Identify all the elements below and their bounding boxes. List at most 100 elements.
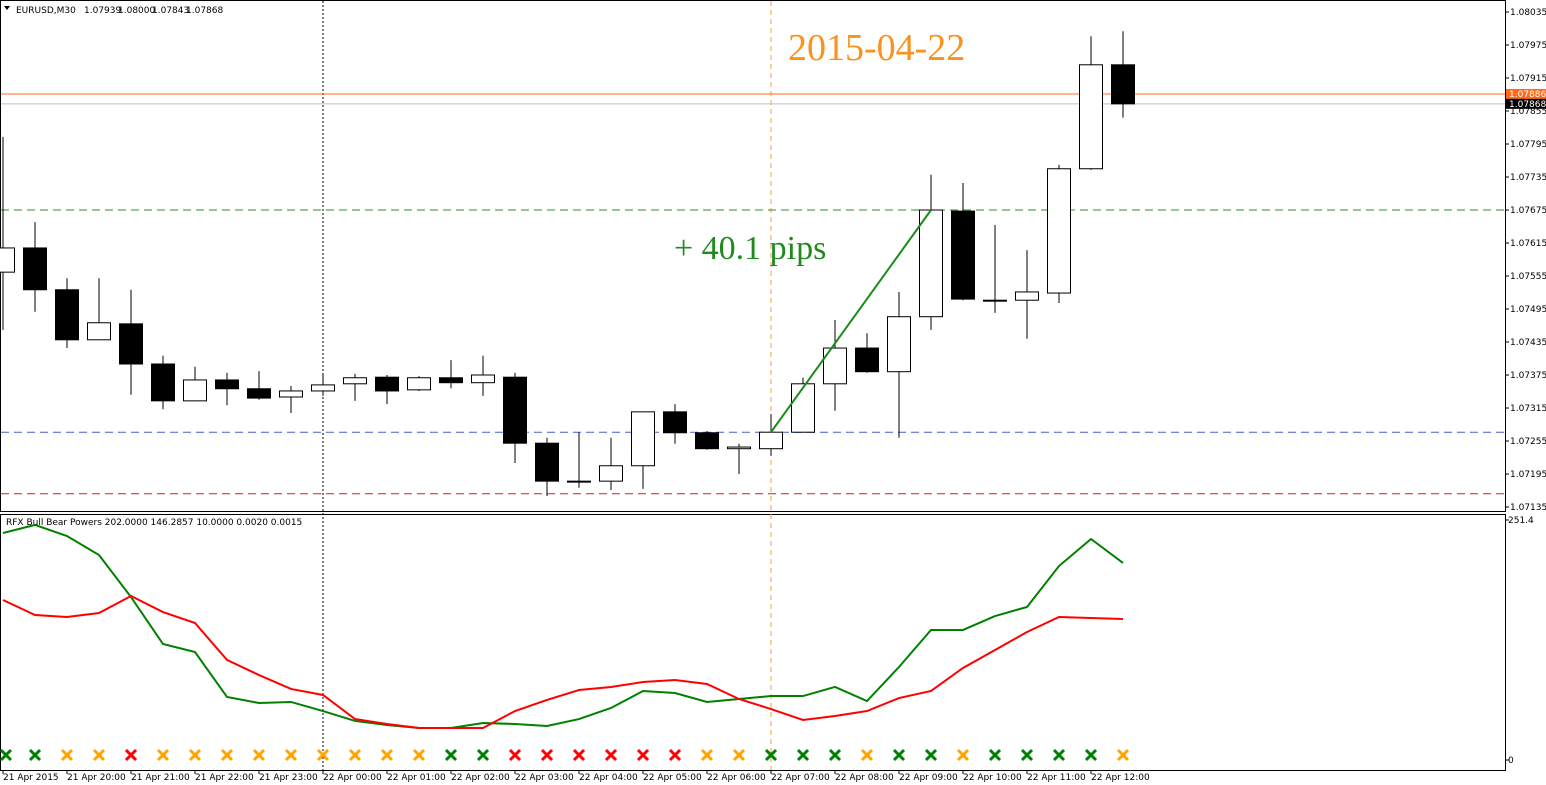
y-tick-label: 1.07195 [1510,470,1546,480]
signal-cross [572,748,586,762]
signal-cross [0,748,13,762]
signal-cross [476,748,490,762]
candle-body [727,446,751,450]
price-tag [1506,88,1546,99]
y-tick-label: 1.07375 [1510,371,1546,381]
ohlc-high: 1.08000 [118,6,155,16]
signal-cross [284,748,298,762]
signal-cross [28,748,42,762]
candle-body [503,376,527,444]
signal-cross [348,748,362,762]
price-tag [1506,98,1546,109]
indicator-title: RFX Bull Bear Powers 202.0000 146.2857 1… [6,518,302,528]
candle-body [279,390,303,398]
y-tick-label: 1.07615 [1510,239,1546,249]
signal-cross [188,748,202,762]
signal-cross [1116,748,1130,762]
x-tick-label: 22 Apr 08:00 [835,773,894,783]
x-tick-label: 22 Apr 09:00 [899,773,958,783]
candle-body [887,316,911,373]
candle-body [631,411,655,467]
candle-body [823,347,847,385]
x-tick-label: 21 Apr 22:00 [195,773,254,783]
signal-cross [604,748,618,762]
x-tick-label: 22 Apr 07:00 [771,773,830,783]
signal-cross [412,748,426,762]
candle-body [599,465,623,482]
candle-body [983,299,1007,302]
candle-body [471,374,495,384]
menu-triangle[interactable] [4,6,10,10]
x-tick-label: 22 Apr 01:00 [387,773,446,783]
y-tick-label: 1.07735 [1510,173,1546,183]
x-tick-label: 22 Apr 02:00 [451,773,510,783]
pips-annotation: + 40.1 pips [674,230,826,267]
signal-cross [1084,748,1098,762]
candle-body [183,379,207,402]
candle-body [311,384,335,392]
signal-cross [508,748,522,762]
candle-body [791,383,815,433]
indicator-panel [0,514,1506,771]
symbol-label: EURUSD,M30 [16,6,76,16]
candle-body [663,411,687,434]
y-tick-label: 251.4 [1508,516,1534,526]
candle-body [535,442,559,482]
y-tick-label: 0 [1508,756,1514,766]
price-tag-label: 1.07886 [1509,90,1546,100]
signal-cross [540,748,554,762]
candle-body [951,210,975,300]
candle-body [1047,168,1071,294]
x-tick-label: 22 Apr 00:00 [323,773,382,783]
signal-cross [124,748,138,762]
signal-cross [732,748,746,762]
signal-cross [700,748,714,762]
candle-body [567,480,591,483]
signal-cross [636,748,650,762]
y-tick-label: 1.07915 [1510,74,1546,84]
candle-body [695,432,719,450]
signal-cross [1020,748,1034,762]
signal-cross [892,748,906,762]
signal-cross [924,748,938,762]
signal-cross [796,748,810,762]
y-tick-label: 1.07255 [1510,437,1546,447]
candle-body [87,322,111,341]
trendline [770,209,932,433]
candle-body [1111,64,1135,105]
signal-cross [444,748,458,762]
price-tag-label: 1.07868 [1509,100,1546,110]
signal-cross [828,748,842,762]
candle-body [215,379,239,390]
x-tick-label: 21 Apr 20:00 [67,773,126,783]
x-tick-label: 21 Apr 2015 [3,773,59,783]
signal-cross [1052,748,1066,762]
y-tick-label: 1.08035 [1510,8,1546,18]
candle-body [759,431,783,450]
signal-cross [380,748,394,762]
y-tick-label: 1.07795 [1510,140,1546,150]
x-tick-label: 22 Apr 04:00 [579,773,638,783]
candle-body [919,209,943,318]
signal-cross [764,748,778,762]
ohlc-close: 1.07868 [186,6,223,16]
candle-body [1079,64,1103,170]
ohlc-low: 1.07843 [152,6,189,16]
candle-body [407,377,431,391]
signal-cross [220,748,234,762]
signal-cross [988,748,1002,762]
date-annotation: 2015-04-22 [788,27,965,69]
candle-body [1015,291,1039,301]
candle-body [855,347,879,373]
y-tick-label: 1.07855 [1510,107,1546,117]
signal-cross [668,748,682,762]
signal-cross [92,748,106,762]
candle-body [119,323,143,365]
candle-body [343,377,367,385]
signal-cross [156,748,170,762]
x-tick-label: 22 Apr 03:00 [515,773,574,783]
y-tick-label: 1.07495 [1510,305,1546,315]
signal-cross [860,748,874,762]
